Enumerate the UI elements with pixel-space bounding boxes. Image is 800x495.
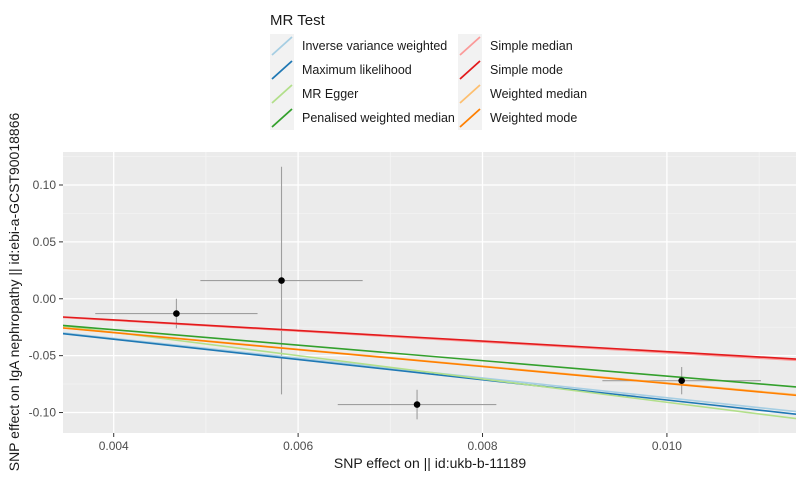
regression-line-mr-egger bbox=[63, 325, 796, 420]
legend-items: Inverse variance weighted Maximum likelih… bbox=[270, 34, 587, 130]
x-tick-label: 0.008 bbox=[468, 439, 498, 453]
legend-key-line bbox=[459, 36, 481, 56]
y-axis-title: SNP effect on IgA nephropathy || id:ebi-… bbox=[6, 113, 22, 472]
legend: MR Test Inverse variance weighted Maximum… bbox=[270, 12, 587, 130]
legend-label: Penalised weighted median bbox=[302, 111, 455, 125]
legend-key-line bbox=[271, 108, 293, 128]
x-tick-label: 0.004 bbox=[99, 439, 129, 453]
legend-label: Simple median bbox=[490, 39, 573, 53]
legend-label: MR Egger bbox=[302, 87, 358, 101]
data-point bbox=[278, 277, 285, 284]
data-point bbox=[678, 377, 685, 384]
legend-item: Weighted mode bbox=[458, 106, 577, 130]
regression-lines bbox=[63, 316, 796, 420]
legend-label: Weighted mode bbox=[490, 111, 577, 125]
x-axis-title: SNP effect on || id:ukb-b-11189 bbox=[334, 455, 526, 471]
regression-line-weighted-mode bbox=[63, 327, 796, 397]
data-point bbox=[413, 401, 421, 408]
y-tick-label: -0.10 bbox=[29, 406, 57, 420]
regression-line-simple-mode bbox=[63, 316, 796, 360]
legend-item: Simple mode bbox=[458, 58, 563, 82]
legend-key-line bbox=[459, 84, 481, 104]
plot-content bbox=[63, 166, 796, 420]
regression-line-maximum-likelihood bbox=[63, 332, 796, 415]
data-point bbox=[173, 310, 180, 317]
data-points bbox=[173, 277, 685, 408]
y-tick-label: 0.05 bbox=[33, 235, 57, 249]
x-axis-ticks: 0.004 0.006 0.008 0.010 bbox=[99, 433, 682, 453]
x-tick-label: 0.006 bbox=[283, 439, 313, 453]
y-axis-ticks: -0.10 -0.05 0.00 0.05 0.10 bbox=[29, 178, 63, 420]
y-tick-label: 0.10 bbox=[33, 178, 57, 192]
legend-item: Penalised weighted median bbox=[270, 106, 455, 130]
legend-key-line bbox=[271, 60, 293, 80]
legend-item: Simple median bbox=[458, 34, 573, 58]
legend-item: Weighted median bbox=[458, 82, 587, 106]
legend-label: Inverse variance weighted bbox=[302, 39, 447, 53]
y-tick-label: 0.00 bbox=[33, 292, 57, 306]
plot-panel bbox=[63, 152, 796, 433]
regression-line-penalised-weighted-median bbox=[63, 324, 796, 388]
legend-key-line bbox=[271, 36, 293, 56]
legend-item: Inverse variance weighted bbox=[270, 34, 447, 58]
grid bbox=[63, 152, 796, 433]
x-tick-label: 0.010 bbox=[652, 439, 682, 453]
legend-item: MR Egger bbox=[270, 82, 358, 106]
legend-label: Weighted median bbox=[490, 87, 587, 101]
legend-label: Maximum likelihood bbox=[302, 63, 412, 77]
legend-key-line bbox=[271, 84, 293, 104]
legend-title: MR Test bbox=[270, 12, 326, 29]
legend-label: Simple mode bbox=[490, 63, 563, 77]
legend-key-line bbox=[459, 108, 481, 128]
y-tick-label: -0.05 bbox=[29, 349, 57, 363]
legend-key-line bbox=[459, 60, 481, 80]
legend-item: Maximum likelihood bbox=[270, 58, 412, 82]
